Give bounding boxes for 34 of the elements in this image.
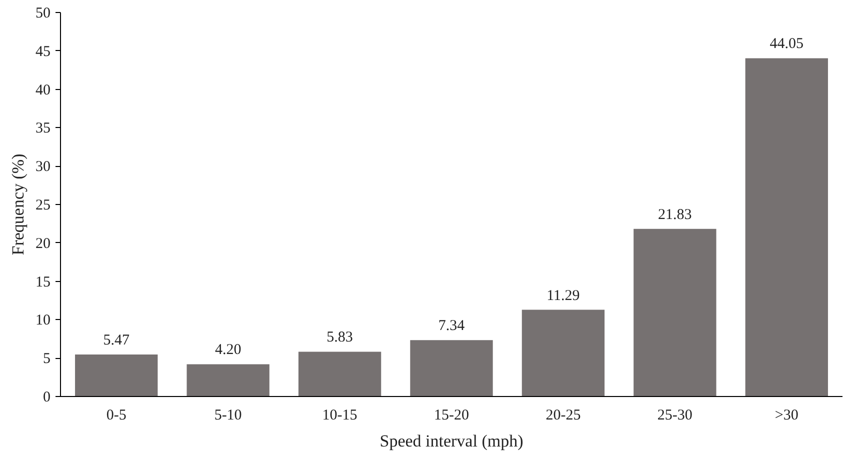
data-label: 21.83 — [658, 206, 692, 223]
bar — [298, 352, 382, 396]
data-label: 44.05 — [770, 36, 804, 52]
x-tick-label: 15-20 — [434, 408, 469, 424]
data-label: 7.34 — [438, 318, 466, 334]
data-label: 5.47 — [103, 332, 130, 348]
x-tick-label: 0-5 — [106, 408, 126, 424]
y-tick-label: 10 — [36, 312, 50, 329]
y-tick-label: 5 — [43, 351, 50, 368]
y-tick-label: 45 — [36, 44, 50, 60]
x-tick-label: 5-10 — [214, 408, 242, 424]
data-label: 4.20 — [214, 342, 242, 358]
y-tick-label: 50 — [36, 6, 50, 22]
y-tick-label: 25 — [36, 198, 50, 214]
y-tick-label: 0 — [43, 390, 50, 406]
x-axis-title: Speed interval (mph) — [380, 432, 524, 450]
bar — [745, 58, 828, 396]
y-axis-title: Frequency (%) — [8, 154, 28, 256]
y-tick-label: 30 — [36, 159, 50, 176]
bar — [522, 310, 605, 396]
bar — [410, 340, 493, 396]
x-tick-label: 10-15 — [322, 408, 358, 424]
x-tick-label: 20-25 — [546, 408, 581, 424]
y-tick-label: 40 — [36, 82, 50, 98]
y-tick-label: 20 — [36, 236, 50, 252]
y-tick-label: 15 — [36, 274, 50, 290]
data-label: 5.83 — [326, 330, 353, 346]
x-tick-label: 25-30 — [657, 408, 692, 424]
bar — [75, 354, 158, 396]
data-label: 11.29 — [546, 288, 580, 304]
bar — [634, 228, 716, 396]
x-tick-label: >30 — [774, 408, 798, 424]
bar — [186, 364, 270, 396]
y-tick-label: 35 — [36, 120, 50, 137]
